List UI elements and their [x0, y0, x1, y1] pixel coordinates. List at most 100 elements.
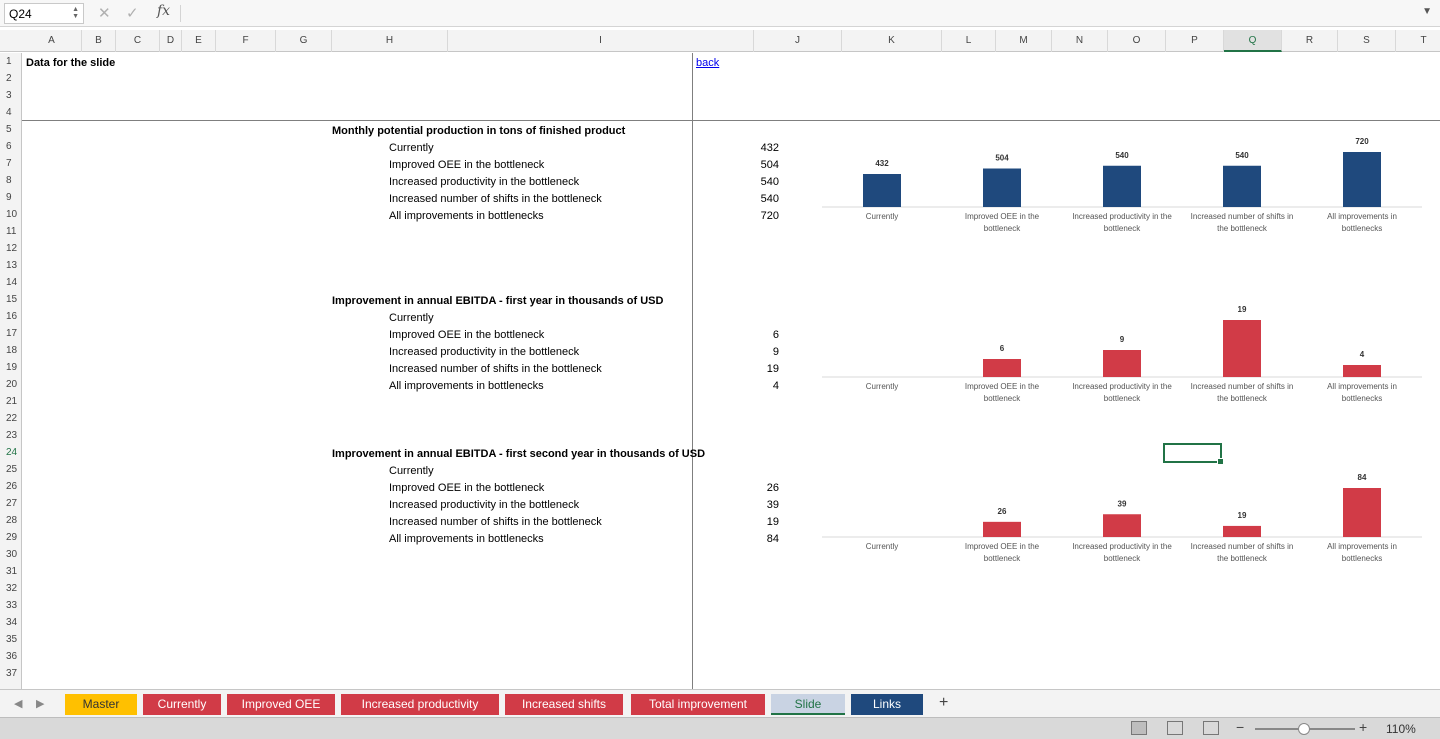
name-box-spinner-icon[interactable]: ▲ ▼ — [72, 6, 79, 20]
row-header-33[interactable]: 33 — [6, 600, 18, 611]
back-link[interactable]: back — [696, 57, 720, 69]
row-header-17[interactable]: 17 — [6, 328, 18, 339]
row-header-34[interactable]: 34 — [6, 617, 18, 628]
row-header-16[interactable]: 16 — [6, 311, 18, 322]
column-header-a[interactable]: A — [22, 30, 82, 52]
row-header-15[interactable]: 15 — [6, 294, 18, 305]
column-header-j[interactable]: J — [754, 30, 842, 52]
row-header-8[interactable]: 8 — [6, 175, 12, 186]
chart-bar[interactable] — [983, 168, 1021, 208]
row-header-7[interactable]: 7 — [6, 158, 12, 169]
row-header-12[interactable]: 12 — [6, 243, 18, 254]
chart-bar[interactable] — [1223, 165, 1261, 207]
sheet-tab-increased-productivity[interactable]: Increased productivity — [341, 694, 499, 715]
sheet-tab-increased-shifts[interactable]: Increased shifts — [505, 694, 623, 715]
row-header-11[interactable]: 11 — [6, 226, 17, 237]
next-sheet-icon[interactable]: ▶ — [36, 698, 45, 710]
chart-bar[interactable] — [1103, 514, 1141, 537]
column-header-r[interactable]: R — [1282, 30, 1338, 52]
normal-view-icon[interactable] — [1131, 721, 1147, 735]
chart-bar[interactable] — [1223, 525, 1261, 537]
row-header-24[interactable]: 24 — [6, 447, 18, 458]
column-header-t[interactable]: T — [1396, 30, 1440, 52]
category-label: Currently — [866, 542, 898, 551]
zoom-slider-handle[interactable] — [1298, 723, 1310, 735]
sheet-tab-currently[interactable]: Currently — [143, 694, 221, 715]
row-header-23[interactable]: 23 — [6, 430, 18, 441]
add-sheet-icon[interactable]: + — [939, 694, 949, 711]
prev-sheet-icon[interactable]: ◀ — [14, 698, 23, 710]
row-header-13[interactable]: 13 — [6, 260, 18, 271]
chart-bar[interactable] — [1223, 320, 1261, 377]
ebitda-first-year-chart[interactable]: Currently 6 Improved OEE in the bottleneck 9… — [812, 293, 1422, 416]
row-header-19[interactable]: 19 — [6, 362, 18, 373]
row-header-31[interactable]: 31 — [6, 566, 18, 577]
column-header-m[interactable]: M — [996, 30, 1052, 52]
row-header-20[interactable]: 20 — [6, 379, 18, 390]
row-header-28[interactable]: 28 — [6, 515, 18, 526]
row-header-29[interactable]: 29 — [6, 532, 18, 543]
column-header-p[interactable]: P — [1166, 30, 1224, 52]
column-header-g[interactable]: G — [276, 30, 332, 52]
sheet-tab-slide[interactable]: Slide — [771, 694, 845, 715]
zoom-out-icon[interactable]: − — [1236, 719, 1245, 735]
row-header-30[interactable]: 30 — [6, 549, 18, 560]
confirm-icon[interactable]: ✓ — [126, 5, 139, 22]
column-header-c[interactable]: C — [116, 30, 160, 52]
ebitda-second-year-chart[interactable]: Currently 26 Improved OEE in the bottleneck… — [812, 453, 1422, 576]
name-box[interactable]: Q24 ▲ ▼ — [4, 3, 84, 24]
production-chart[interactable]: 432 Currently 504 Improved OEE in the bottle… — [812, 123, 1422, 246]
sheet-tab-improved-oee[interactable]: Improved OEE — [227, 694, 335, 715]
selected-cell[interactable] — [1163, 443, 1224, 465]
sheet-tab-links[interactable]: Links — [851, 694, 923, 715]
chart-bar[interactable] — [863, 174, 901, 207]
row-header-3[interactable]: 3 — [6, 90, 12, 101]
row-header-2[interactable]: 2 — [6, 73, 12, 84]
chart-bar[interactable] — [1103, 350, 1141, 377]
row-header-37[interactable]: 37 — [6, 668, 18, 679]
row-header-26[interactable]: 26 — [6, 481, 18, 492]
row-header-5[interactable]: 5 — [6, 124, 12, 135]
column-header-i[interactable]: I — [448, 30, 754, 52]
cancel-icon[interactable]: ✕ — [98, 5, 111, 22]
row-header-6[interactable]: 6 — [6, 141, 12, 152]
chart-bar[interactable] — [1343, 488, 1381, 537]
column-header-q[interactable]: Q — [1224, 30, 1282, 52]
function-icon[interactable]: fx — [157, 3, 171, 19]
row-header-22[interactable]: 22 — [6, 413, 18, 424]
chart-bar[interactable] — [983, 359, 1021, 377]
page-break-view-icon[interactable] — [1203, 721, 1219, 735]
row-header-21[interactable]: 21 — [6, 396, 18, 407]
column-header-f[interactable]: F — [216, 30, 276, 52]
row-header-25[interactable]: 25 — [6, 464, 18, 475]
expand-formula-bar-icon[interactable]: ▼ — [1422, 6, 1432, 17]
chart-bar[interactable] — [1343, 152, 1381, 207]
column-header-l[interactable]: L — [942, 30, 996, 52]
worksheet-grid[interactable]: Data for the slide back Monthly potentia… — [22, 53, 1440, 689]
column-header-o[interactable]: O — [1108, 30, 1166, 52]
row-header-10[interactable]: 10 — [6, 209, 18, 220]
column-header-e[interactable]: E — [182, 30, 216, 52]
sheet-tab-master[interactable]: Master — [65, 694, 137, 715]
row-header-32[interactable]: 32 — [6, 583, 18, 594]
page-layout-view-icon[interactable] — [1167, 721, 1183, 735]
column-header-h[interactable]: H — [332, 30, 448, 52]
column-header-k[interactable]: K — [842, 30, 942, 52]
row-header-27[interactable]: 27 — [6, 498, 18, 509]
chart-bar[interactable] — [1103, 165, 1141, 207]
column-header-n[interactable]: N — [1052, 30, 1108, 52]
row-header-36[interactable]: 36 — [6, 651, 18, 662]
column-header-b[interactable]: B — [82, 30, 116, 52]
zoom-in-icon[interactable]: + — [1359, 719, 1368, 735]
column-header-d[interactable]: D — [160, 30, 182, 52]
chart-bar[interactable] — [1343, 365, 1381, 377]
chart-bar[interactable] — [983, 521, 1021, 537]
sheet-tab-total-improvement[interactable]: Total improvement — [631, 694, 765, 715]
row-header-14[interactable]: 14 — [6, 277, 18, 288]
column-header-s[interactable]: S — [1338, 30, 1396, 52]
row-header-9[interactable]: 9 — [6, 192, 12, 203]
row-header-4[interactable]: 4 — [6, 107, 12, 118]
row-header-18[interactable]: 18 — [6, 345, 18, 356]
row-header-1[interactable]: 1 — [6, 56, 12, 67]
row-header-35[interactable]: 35 — [6, 634, 18, 645]
